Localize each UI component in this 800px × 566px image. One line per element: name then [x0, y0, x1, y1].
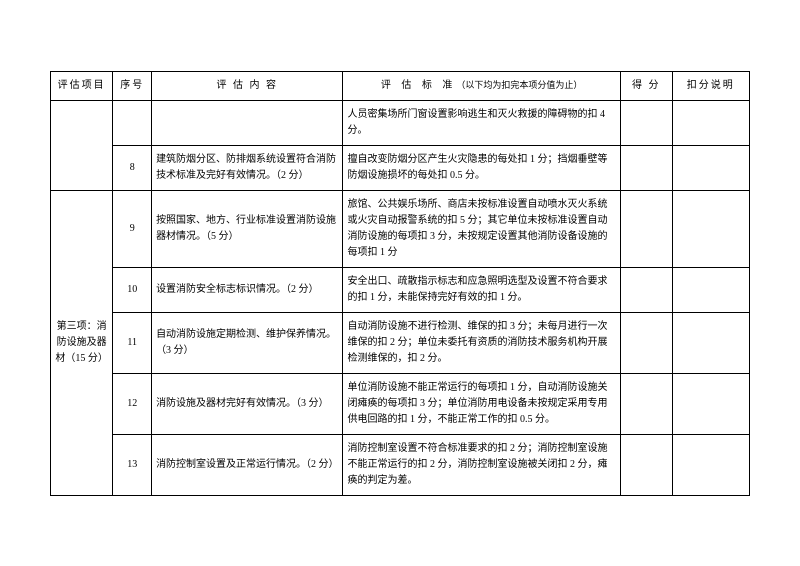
content-9: 按照国家、地方、行业标准设置消防设施器材情况。（5 分）	[152, 190, 343, 267]
std-9: 旅馆、公共娱乐场所、商店未按标准设置自动喷水灭火系统或火灾自动报警系统的扣 5 …	[343, 190, 620, 267]
deduct-13	[672, 434, 749, 495]
num-10: 10	[113, 267, 152, 312]
num-11: 11	[113, 312, 152, 373]
section3-label: 第三项：消防设施及器材（15 分）	[51, 190, 113, 495]
row-10: 10 设置消防安全标志标识情况。（2 分） 安全出口、疏散指示标志和应急照明选型…	[51, 267, 750, 312]
num-8: 8	[113, 145, 152, 190]
content-12: 消防设施及器材完好有效情况。（3 分）	[152, 373, 343, 434]
prev-num-cell	[113, 100, 152, 145]
std-12: 单位消防设施不能正常运行的每项扣 1 分，自动消防设施关闭瘫痪的每项扣 3 分；…	[343, 373, 620, 434]
prev-row-1: 人员密集场所门窗设置影响逃生和灭火救援的障碍物的扣 4 分。	[51, 100, 750, 145]
score-10	[620, 267, 672, 312]
score-9	[620, 190, 672, 267]
content-8: 建筑防烟分区、防排烟系统设置符合消防技术标准及完好有效情况。（2 分）	[152, 145, 343, 190]
row-11: 11 自动消防设施定期检测、维护保养情况。（3 分） 自动消防设施不进行检测、维…	[51, 312, 750, 373]
header-score: 得 分	[620, 71, 672, 100]
content-10: 设置消防安全标志标识情况。（2 分）	[152, 267, 343, 312]
std-11: 自动消防设施不进行检测、维保的扣 3 分；未每月进行一次维保的扣 2 分；单位未…	[343, 312, 620, 373]
header-content: 评 估 内 容	[152, 71, 343, 100]
evaluation-table: 评估项目 序号 评 估 内 容 评 估 标 准（以下均为扣完本项分值为止） 得 …	[50, 71, 750, 496]
score-11	[620, 312, 672, 373]
header-row: 评估项目 序号 评 估 内 容 评 估 标 准（以下均为扣完本项分值为止） 得 …	[51, 71, 750, 100]
deduct-9	[672, 190, 749, 267]
deduct-10	[672, 267, 749, 312]
num-13: 13	[113, 434, 152, 495]
score-13	[620, 434, 672, 495]
header-standard: 评 估 标 准（以下均为扣完本项分值为止）	[343, 71, 620, 100]
prev-project-cell	[51, 100, 113, 190]
std-10: 安全出口、疏散指示标志和应急照明选型及设置不符合要求的扣 1 分，未能保持完好有…	[343, 267, 620, 312]
row-13: 13 消防控制室设置及正常运行情况。（2 分） 消防控制室设置不符合标准要求的扣…	[51, 434, 750, 495]
std-13: 消防控制室设置不符合标准要求的扣 2 分；消防控制室设施不能正常运行的扣 2 分…	[343, 434, 620, 495]
row-12: 12 消防设施及器材完好有效情况。（3 分） 单位消防设施不能正常运行的每项扣 …	[51, 373, 750, 434]
score-8	[620, 145, 672, 190]
deduct-8	[672, 145, 749, 190]
row-9: 第三项：消防设施及器材（15 分） 9 按照国家、地方、行业标准设置消防设施器材…	[51, 190, 750, 267]
header-standard-main: 评 估 标 准	[381, 80, 457, 91]
content-13: 消防控制室设置及正常运行情况。（2 分）	[152, 434, 343, 495]
header-standard-sub: （以下均为扣完本项分值为止）	[456, 80, 582, 90]
deduct-11	[672, 312, 749, 373]
header-deduct: 扣分说明	[672, 71, 749, 100]
deduct-12	[672, 373, 749, 434]
num-9: 9	[113, 190, 152, 267]
prev-content-cell	[152, 100, 343, 145]
header-num: 序号	[113, 71, 152, 100]
prev-row-2: 8 建筑防烟分区、防排烟系统设置符合消防技术标准及完好有效情况。（2 分） 擅自…	[51, 145, 750, 190]
prev-deduct-1	[672, 100, 749, 145]
header-project: 评估项目	[51, 71, 113, 100]
content-11: 自动消防设施定期检测、维护保养情况。（3 分）	[152, 312, 343, 373]
std-8: 擅自改变防烟分区产生火灾隐患的每处扣 1 分；挡烟垂壁等防烟设施损坏的每处扣 0…	[343, 145, 620, 190]
score-12	[620, 373, 672, 434]
prev-score-1	[620, 100, 672, 145]
prev-std-1: 人员密集场所门窗设置影响逃生和灭火救援的障碍物的扣 4 分。	[343, 100, 620, 145]
num-12: 12	[113, 373, 152, 434]
